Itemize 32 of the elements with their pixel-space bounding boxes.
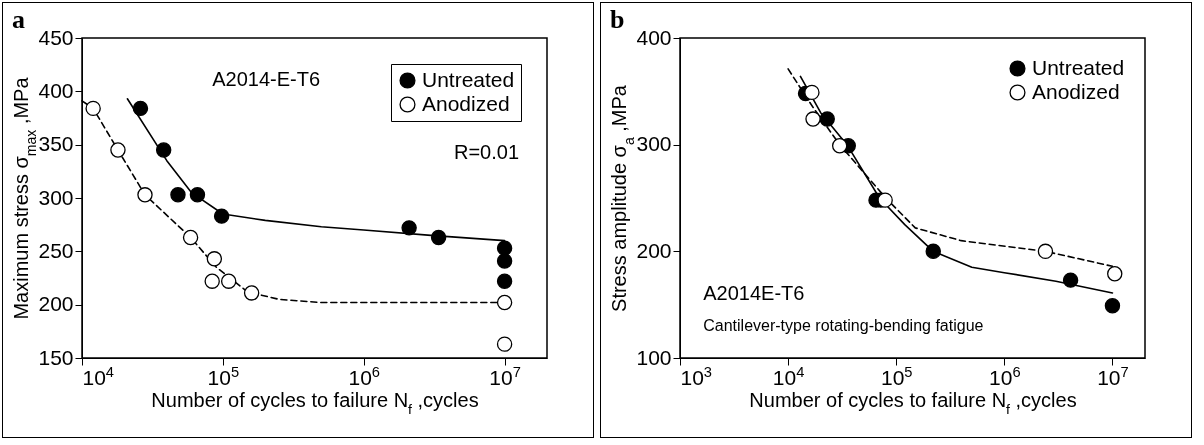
- y-tick-label: 100: [636, 345, 672, 369]
- legend-label: Anodized: [422, 91, 510, 115]
- annotation: R=0.01: [454, 141, 520, 164]
- annotation: A2014E-T6: [703, 282, 805, 304]
- x-tick-label: 10$^{7}$: [1097, 363, 1129, 389]
- x-axis-title: Number of cycles to failure N$_{f}$ ,cycles: [749, 388, 1077, 418]
- x-tick-label: 10$^{7}$: [489, 363, 521, 389]
- x-tick-label: 10$^{5}$: [207, 363, 240, 389]
- y-tick-label: 300: [636, 132, 672, 156]
- y-tick-label: 450: [38, 25, 74, 49]
- annotation: A2014-E-T6: [212, 67, 321, 90]
- chart-title: a: [11, 5, 25, 34]
- legend-label: Anodized: [1032, 79, 1120, 103]
- legend-label: Untreated: [1032, 55, 1125, 79]
- x-tick-label: 10$^{6}$: [348, 363, 380, 389]
- x-tick-label: 10$^{4}$: [82, 363, 115, 389]
- annotation: Cantilever-type rotating-bending fatigue: [703, 317, 984, 334]
- y-tick-label: 250: [38, 238, 74, 262]
- x-tick-label: 10$^{6}$: [989, 363, 1021, 389]
- x-tick-label: 10$^{5}$: [880, 363, 913, 389]
- chart-title: b: [609, 5, 625, 34]
- y-tick-label: 400: [38, 78, 74, 102]
- x-tick-label: 10$^{3}$: [680, 363, 713, 389]
- y-tick-label: 200: [636, 238, 672, 262]
- y-tick-label: 150: [38, 345, 74, 369]
- x-tick-label: 10$^{4}$: [772, 363, 805, 389]
- y-tick-label: 200: [38, 292, 74, 316]
- x-axis-title: Number of cycles to failure N$_{f}$ ,cycles: [151, 388, 479, 418]
- y-tick-label: 400: [636, 25, 672, 49]
- legend-label: Untreated: [422, 67, 515, 91]
- y-tick-label: 350: [38, 132, 74, 156]
- y-tick-label: 300: [38, 185, 74, 209]
